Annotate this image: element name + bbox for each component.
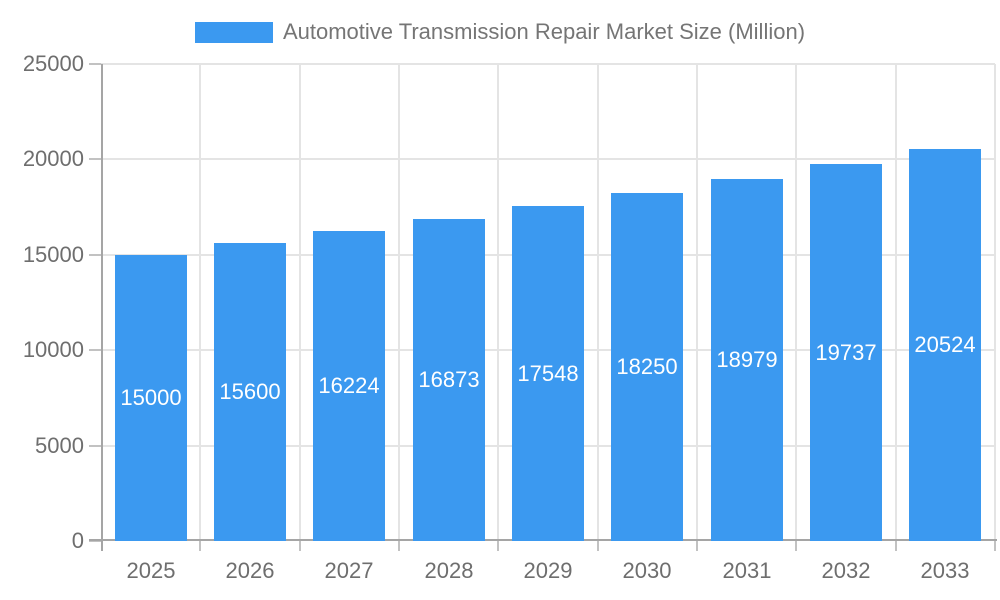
bar-2025[interactable] (115, 255, 187, 541)
plot-area: 0 5000 10000 15000 20000 25000 15000 2025 15600 2… (23, 51, 997, 583)
bar-value-label: 15000 (120, 385, 182, 410)
x-axis-tick (994, 541, 996, 551)
bar-value-label: 20524 (914, 332, 976, 357)
x-axis-tick (398, 541, 400, 551)
legend-swatch-icon (194, 21, 273, 43)
bar-value-label: 17548 (517, 361, 579, 386)
x-axis-tick (895, 541, 897, 551)
x-axis-tick (299, 541, 301, 551)
x-axis-label-2028: 2028 (424, 558, 474, 583)
h-gridline (101, 158, 995, 161)
legend-label: Automotive Transmission Repair Market Si… (282, 19, 806, 44)
y-axis-line (101, 64, 103, 551)
y-axis-tick (89, 349, 101, 352)
y-axis-tick (89, 540, 101, 542)
legend[interactable]: Automotive Transmission Repair Market Si… (0, 19, 1000, 45)
y-axis-label: 10000 (22, 337, 84, 363)
x-axis-label-2033: 2033 (920, 558, 970, 583)
y-axis-label: 0 (71, 528, 84, 553)
v-gridline (597, 64, 599, 541)
y-axis-label: 20000 (22, 146, 84, 172)
x-axis-label-2026: 2026 (225, 558, 275, 583)
v-gridline (398, 64, 400, 541)
x-axis-label-2029: 2029 (523, 558, 573, 583)
bar-2033[interactable] (909, 149, 981, 541)
x-axis-tick (497, 541, 499, 551)
x-axis-tick (696, 541, 698, 551)
y-axis-label: 25000 (22, 51, 84, 76)
bar-2030[interactable] (611, 193, 683, 541)
x-axis-tick (795, 541, 797, 551)
x-axis-tick (199, 541, 201, 551)
bar-2026[interactable] (214, 243, 286, 541)
bar-2027[interactable] (313, 231, 385, 541)
y-axis-tick (89, 158, 101, 161)
x-axis-label-2025: 2025 (126, 558, 176, 583)
x-axis-tick (597, 541, 599, 551)
bar-value-label: 18250 (616, 354, 678, 379)
bar-value-label: 15600 (219, 379, 281, 404)
y-axis-tick (89, 444, 101, 447)
h-gridline (101, 63, 995, 65)
v-gridline (696, 64, 698, 541)
bar-value-label: 16224 (318, 373, 380, 398)
v-gridline (994, 64, 996, 541)
bar-value-label: 19737 (815, 340, 877, 365)
x-axis-label-2031: 2031 (722, 558, 772, 583)
v-gridline (299, 64, 301, 541)
v-gridline (895, 64, 897, 541)
bar-2028[interactable] (413, 219, 485, 541)
y-axis-label: 15000 (22, 241, 84, 267)
x-axis-label-2027: 2027 (324, 558, 374, 583)
x-axis-label-2032: 2032 (821, 558, 871, 583)
bar-value-label: 18979 (716, 347, 778, 372)
bar-value-label: 16873 (418, 367, 480, 392)
bar-2032[interactable] (810, 164, 882, 541)
y-axis-label: 5000 (35, 432, 84, 458)
y-axis-tick (89, 63, 101, 65)
v-gridline (199, 64, 201, 541)
y-axis-tick (89, 253, 101, 256)
bar-2029[interactable] (512, 206, 584, 541)
x-axis-label-2030: 2030 (622, 558, 672, 583)
bar-2031[interactable] (711, 179, 783, 541)
v-gridline (795, 64, 797, 541)
v-gridline (497, 64, 499, 541)
